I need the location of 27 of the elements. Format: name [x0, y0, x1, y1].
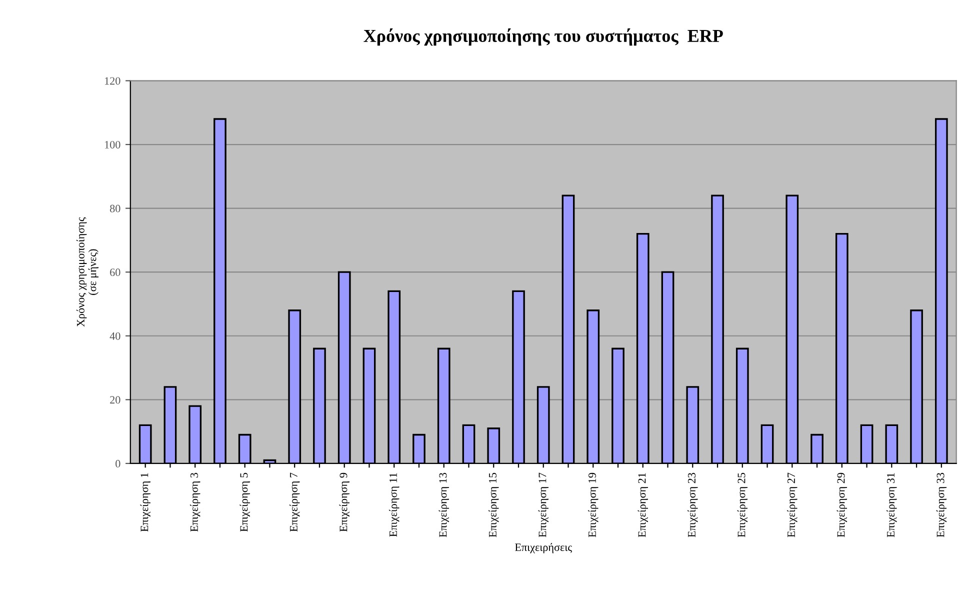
y-tick-label: 20	[110, 396, 120, 404]
x-tick-label: Επιχείρηση 27	[787, 472, 798, 538]
x-tick-label: Επιχείρηση 7	[290, 472, 300, 532]
x-tick-label: Επιχείρηση 23	[688, 472, 698, 538]
x-tick-label: Επιχείρηση 9	[339, 472, 350, 532]
y-axis-title: Χρόνος χρησιμοποίησης (σε μήνες)	[76, 217, 98, 327]
x-axis-title: Επιχειρήσεις	[515, 543, 572, 554]
x-tick-label: Επιχείρηση 5	[240, 472, 250, 532]
x-tick-label: Επιχείρηση 3	[190, 472, 200, 532]
y-tick-label: 80	[110, 204, 120, 212]
y-tick-label: 40	[110, 332, 120, 340]
y-tick-label: 60	[110, 268, 120, 276]
x-tick-label: Επιχείρηση 25	[737, 472, 748, 538]
x-tick-label: Επιχείρηση 13	[438, 472, 449, 538]
x-tick-label: Επιχείρηση 33	[936, 472, 947, 538]
x-tick-label: Επιχείρηση 17	[538, 472, 548, 538]
x-tick-label: Επιχείρηση 29	[836, 472, 848, 538]
y-tick-label: 100	[105, 140, 120, 148]
x-tick-label: Επιχείρηση 19	[588, 472, 598, 538]
x-tick-label: Επιχείρηση 15	[488, 472, 499, 538]
x-tick-label: Επιχείρηση 21	[638, 473, 648, 538]
x-tick-label: Επιχείρηση 1	[140, 473, 150, 532]
x-tick-label: Επιχείρηση 31	[886, 473, 897, 538]
y-tick-label: 0	[116, 460, 120, 468]
y-tick-label: 120	[105, 77, 120, 85]
x-tick-label: Επιχείρηση 11	[389, 473, 400, 537]
chart-title: Χρόνος χρησιμοποίησης του συστήματος ERP	[364, 28, 723, 46]
